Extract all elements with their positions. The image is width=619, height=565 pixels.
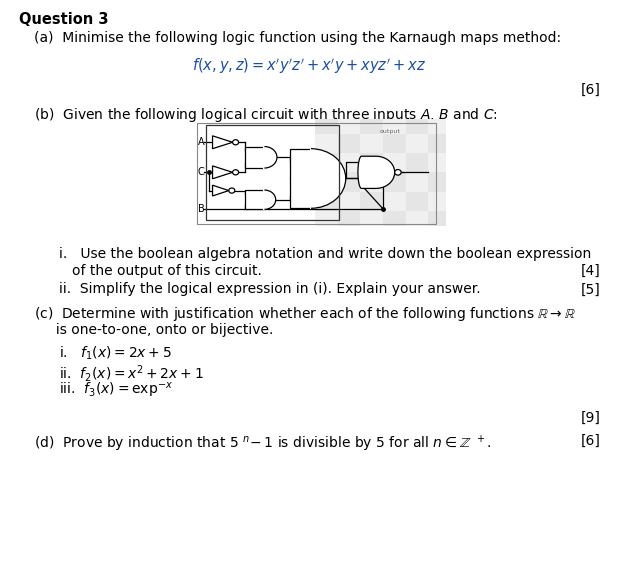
- Text: iii.  $f_3(x) = \mathrm{exp}^{-x}$: iii. $f_3(x) = \mathrm{exp}^{-x}$: [59, 381, 173, 400]
- Bar: [315, 211, 338, 231]
- Text: (c)  Determine with justification whether each of the following functions $\math: (c) Determine with justification whether…: [34, 305, 576, 323]
- Bar: [405, 172, 428, 192]
- Bar: [315, 114, 451, 231]
- Text: ii.  Simplify the logical expression in (i). Explain your answer.: ii. Simplify the logical expression in (…: [59, 282, 480, 297]
- Wedge shape: [311, 149, 346, 208]
- Bar: [245, 190, 264, 210]
- Circle shape: [395, 170, 401, 175]
- Circle shape: [233, 140, 238, 145]
- Text: [6]: [6]: [581, 434, 600, 448]
- Text: is one-to-one, onto or bijective.: is one-to-one, onto or bijective.: [34, 323, 274, 337]
- Bar: [383, 192, 405, 211]
- Bar: [290, 149, 311, 208]
- Text: of the output of this circuit.: of the output of this circuit.: [72, 264, 262, 278]
- Text: [6]: [6]: [581, 83, 600, 97]
- Text: C: C: [198, 167, 205, 177]
- Circle shape: [229, 188, 235, 193]
- Bar: [315, 172, 338, 192]
- Bar: [405, 134, 428, 153]
- Text: (d)  Prove by induction that $5\ ^n\!-1$ is divisible by 5 for all $n \in \mathb: (d) Prove by induction that $5\ ^n\!-1$ …: [34, 434, 491, 454]
- Wedge shape: [264, 190, 275, 210]
- Text: Question 3: Question 3: [19, 12, 108, 28]
- Bar: [360, 172, 383, 192]
- Text: A: A: [198, 137, 204, 147]
- Text: [9]: [9]: [581, 411, 600, 425]
- Bar: [428, 114, 451, 134]
- Bar: [315, 134, 338, 153]
- Polygon shape: [212, 166, 233, 179]
- Text: (b)  Given the following logical circuit with three inputs $A$, $B$ and $C$:: (b) Given the following logical circuit …: [34, 106, 498, 124]
- Bar: [360, 134, 383, 153]
- Bar: [405, 211, 428, 231]
- Bar: [428, 153, 451, 172]
- Bar: [360, 211, 383, 231]
- Text: i.   $f_1(x) = 2x + 5$: i. $f_1(x) = 2x + 5$: [59, 345, 171, 362]
- Bar: [206, 125, 339, 220]
- Wedge shape: [264, 146, 277, 168]
- Text: i.   Use the boolean algebra notation and write down the boolean expression: i. Use the boolean algebra notation and …: [59, 247, 591, 261]
- Polygon shape: [212, 185, 229, 196]
- Bar: [338, 153, 360, 172]
- Text: ii.  $f_2(x) = x^2 + 2x + 1$: ii. $f_2(x) = x^2 + 2x + 1$: [59, 363, 204, 384]
- Text: [5]: [5]: [581, 282, 600, 297]
- Text: [4]: [4]: [581, 264, 600, 278]
- Bar: [245, 146, 264, 168]
- Circle shape: [233, 170, 238, 175]
- Bar: [383, 114, 405, 134]
- Bar: [383, 153, 405, 172]
- Text: B: B: [198, 204, 205, 214]
- Text: (a)  Minimise the following logic function using the Karnaugh maps method:: (a) Minimise the following logic functio…: [34, 31, 561, 45]
- Polygon shape: [212, 136, 233, 149]
- Bar: [428, 192, 451, 211]
- Text: output: output: [380, 129, 401, 134]
- Text: $f(x, y, z) = x'y'z' + x'y + xyz' + xz$: $f(x, y, z) = x'y'z' + x'y + xyz' + xz$: [193, 56, 426, 76]
- Bar: [338, 114, 360, 134]
- Bar: [338, 192, 360, 211]
- Polygon shape: [358, 156, 395, 189]
